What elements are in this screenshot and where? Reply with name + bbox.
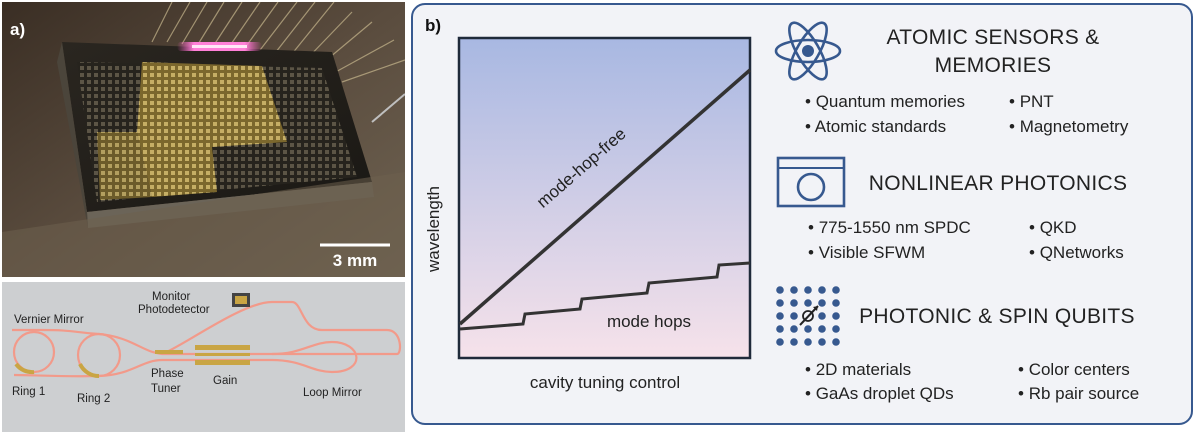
list-item: Magnetometry xyxy=(1009,117,1129,137)
panel-a-label: a) xyxy=(10,20,25,39)
ring1-label: Ring 1 xyxy=(12,386,45,398)
atomic-title-line1: ATOMIC SENSORS & xyxy=(886,26,1100,49)
mode-hops-label: mode hops xyxy=(607,312,691,331)
gain-label: Gain xyxy=(213,375,237,387)
scale-bar-label: 3 mm xyxy=(333,251,377,270)
atom-icon xyxy=(774,21,842,81)
x-axis-label: cavity tuning control xyxy=(529,373,681,392)
list-item: PNT xyxy=(1009,92,1054,112)
list-item: 775-1550 nm SPDC xyxy=(808,218,971,238)
section-qubits-title: PHOTONIC & SPIN QUBITS xyxy=(859,305,1135,328)
phase-label: Phase xyxy=(151,368,184,380)
photodetector-label: Photodetector xyxy=(138,304,210,316)
list-item: Visible SFWM xyxy=(808,243,925,263)
tuner-label: Tuner xyxy=(151,383,181,395)
laser-schematic: Vernier Mirror Monitor Photodetector Rin… xyxy=(2,282,405,432)
list-item: Atomic standards xyxy=(805,117,946,137)
loop-mirror-label: Loop Mirror xyxy=(303,387,362,399)
list-item: Color centers xyxy=(1018,360,1130,380)
monitor-label: Monitor xyxy=(152,291,191,303)
vernier-mirror-label: Vernier Mirror xyxy=(14,314,84,326)
section-atomic-title: ATOMIC SENSORS & MEMORIES xyxy=(858,24,1128,80)
mode-hop-free-line xyxy=(458,68,752,326)
list-item: QKD xyxy=(1029,218,1077,238)
device-photo: a) 3 mm xyxy=(2,2,405,277)
section-nonlinear-title: NONLINEAR PHOTONICS xyxy=(868,172,1128,195)
list-item: QNetworks xyxy=(1029,243,1124,263)
atomic-title-line2: MEMORIES xyxy=(934,54,1052,77)
tuning-plot: mode-hop-free mode hops xyxy=(457,36,752,360)
list-item: Quantum memories xyxy=(805,92,965,112)
y-axis-label: wavelength xyxy=(424,186,444,272)
mode-hops-line xyxy=(459,261,751,331)
qubit-array-icon xyxy=(776,286,840,346)
list-item: 2D materials xyxy=(805,360,911,380)
y-axis-label-text: wavelength xyxy=(424,185,443,272)
chip-icon xyxy=(776,156,846,208)
list-item: Rb pair source xyxy=(1018,384,1140,404)
panel-b-label: b) xyxy=(425,16,442,35)
list-item: GaAs droplet QDs xyxy=(805,384,954,404)
ring2-label: Ring 2 xyxy=(77,393,110,405)
